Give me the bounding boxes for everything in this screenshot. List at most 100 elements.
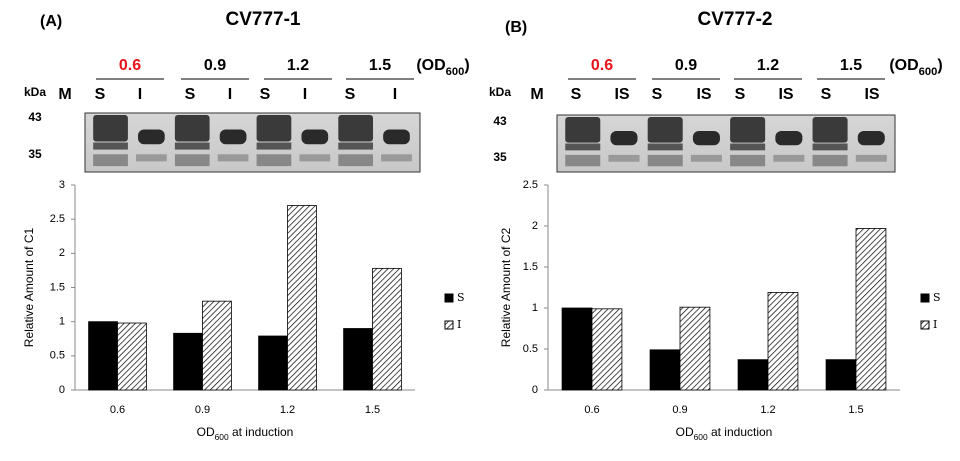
od-label: 0.6: [591, 57, 613, 74]
y-tick-label: 2: [59, 247, 65, 259]
gel-band: [692, 130, 720, 146]
x-axis-title-part: OD: [676, 425, 694, 439]
marker-label: 35: [28, 147, 42, 161]
bar: [258, 335, 288, 391]
x-tick-label: 0.9: [672, 404, 687, 416]
gel-band: [647, 154, 683, 167]
y-tick-label: 1: [59, 316, 65, 328]
gel-band: [219, 129, 247, 145]
gel-band: [256, 142, 292, 150]
size-unit: kDa: [489, 85, 511, 99]
gel-band: [565, 154, 601, 167]
gel-band: [812, 117, 848, 143]
gel-band: [647, 143, 683, 151]
lane-label: IS: [864, 86, 879, 103]
panel-label: (B): [505, 19, 527, 36]
gel-band: [138, 129, 165, 145]
gel-band: [812, 143, 848, 151]
od-label: 1.5: [840, 57, 862, 74]
od-unit: (OD600): [889, 57, 942, 78]
lane-label: S: [735, 86, 746, 103]
legend-swatch: [444, 293, 454, 303]
gel-band: [730, 117, 766, 143]
gel-band: [338, 154, 374, 167]
gel-band: [301, 129, 329, 145]
legend-swatch: [444, 320, 454, 330]
x-axis-title-part: OD: [197, 425, 215, 439]
panel-label: (A): [40, 13, 62, 30]
y-tick-label: 0: [532, 384, 538, 396]
x-tick-label: 0.6: [584, 404, 599, 416]
lane-label: S: [652, 86, 663, 103]
gel-band: [730, 154, 766, 167]
legend-label: I: [457, 318, 461, 331]
lane-label: S: [571, 86, 582, 103]
lane-label: I: [303, 86, 307, 103]
legend-label: I: [933, 318, 937, 331]
gel-band: [93, 154, 128, 167]
bar: [287, 205, 317, 391]
x-axis-title-sub: 600: [694, 432, 708, 442]
od-unit-sub: 600: [446, 66, 465, 78]
gel-band: [647, 117, 683, 143]
bar: [679, 306, 711, 391]
od-unit-part: ): [464, 57, 469, 74]
gel-band: [338, 115, 374, 142]
bar: [202, 300, 232, 391]
y-tick-label: 0.5: [523, 343, 538, 355]
lane-label: M: [530, 86, 543, 103]
gel-band: [381, 154, 412, 162]
gel-band: [565, 143, 601, 151]
od-unit-part: (OD: [889, 57, 918, 74]
lane-label: S: [95, 86, 106, 103]
od-label: 0.9: [204, 57, 226, 74]
gel-band: [730, 143, 766, 151]
x-tick-label: 0.9: [195, 404, 210, 416]
gel-band: [256, 115, 292, 142]
gel-band: [857, 130, 885, 146]
y-tick-label: 2.5: [523, 179, 538, 191]
bar: [855, 228, 887, 391]
lane-label: S: [345, 86, 356, 103]
lane-label: M: [58, 86, 71, 103]
lane-label: I: [138, 86, 142, 103]
lane-label: S: [821, 86, 832, 103]
x-axis-title-part: at induction: [229, 425, 294, 439]
legend-swatch: [920, 320, 930, 330]
bar: [561, 307, 593, 391]
od-unit-part: ): [937, 57, 942, 74]
y-axis-title: Relative Amount of C2: [499, 227, 513, 347]
lane-label: IS: [778, 86, 793, 103]
lane-label: I: [228, 86, 232, 103]
x-axis-title-sub: 600: [215, 432, 229, 442]
x-tick-label: 1.5: [848, 404, 863, 416]
y-tick-label: 1.5: [523, 261, 538, 273]
gel-band: [93, 142, 128, 150]
chart-title: CV777-1: [226, 9, 301, 30]
gel-band: [338, 142, 374, 150]
lane-label: IS: [696, 86, 711, 103]
gel-band: [174, 115, 210, 142]
y-tick-label: 3: [59, 179, 65, 191]
legend-label: S: [933, 291, 941, 304]
bar: [825, 359, 857, 391]
y-tick-label: 0: [59, 384, 65, 396]
bar: [767, 292, 799, 391]
lane-label: I: [393, 86, 397, 103]
bar: [117, 322, 147, 391]
bar: [591, 308, 623, 391]
lane-label: S: [185, 86, 196, 103]
marker-label: 35: [493, 150, 507, 164]
y-tick-label: 0.5: [50, 350, 65, 362]
od-label: 0.6: [119, 57, 141, 74]
gel-band: [174, 142, 210, 150]
bar: [737, 359, 769, 391]
bar: [649, 349, 681, 391]
bar: [173, 332, 203, 391]
od-label: 0.9: [675, 57, 697, 74]
gel-band: [383, 129, 410, 145]
x-tick-label: 1.2: [280, 404, 295, 416]
chart-title: CV777-2: [698, 9, 773, 30]
od-label: 1.5: [369, 57, 391, 74]
